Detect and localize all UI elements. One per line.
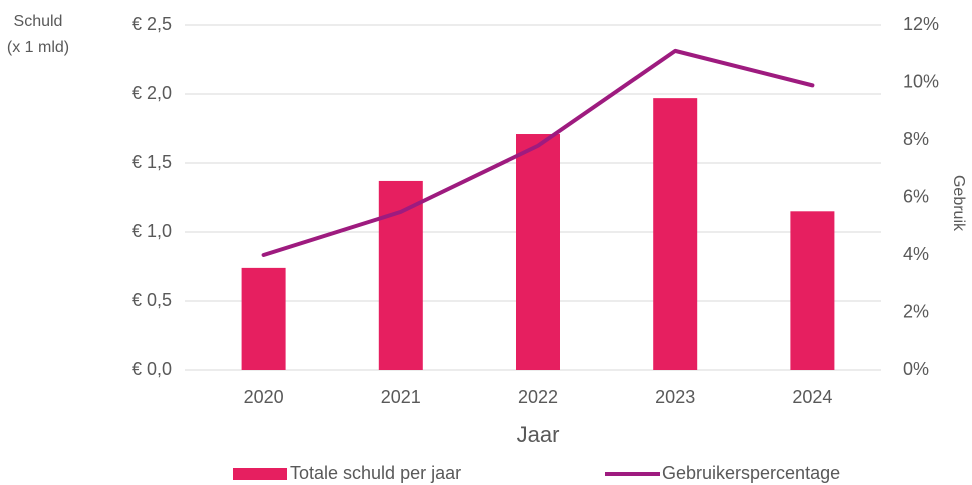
y-axis-title: (x 1 mld) — [7, 39, 69, 56]
y2-tick-label: 4% — [903, 244, 929, 264]
x-tick-label: 2024 — [792, 387, 832, 407]
y2-tick-label: 0% — [903, 359, 929, 379]
y-tick-label: € 2,0 — [132, 83, 172, 103]
line — [261, 48, 815, 257]
x-tick-label: 2021 — [381, 387, 421, 407]
x-axis-title: Jaar — [517, 422, 560, 447]
y-tick-label: € 1,5 — [132, 152, 172, 172]
x-tick-label: 2022 — [518, 387, 558, 407]
bar — [790, 211, 835, 370]
x-tick-label: 2020 — [244, 387, 284, 407]
y-tick-label: € 0,0 — [132, 359, 172, 379]
y-tick-label: € 1,0 — [132, 221, 172, 241]
legend-label: Totale schuld per jaar — [290, 463, 461, 483]
y2-tick-label: 8% — [903, 129, 929, 149]
bar — [516, 134, 560, 370]
bar — [653, 98, 698, 370]
bar — [241, 267, 286, 370]
bar — [378, 180, 423, 370]
y-axis-title: Schuld — [14, 13, 63, 30]
x-tick-label: 2023 — [655, 387, 695, 407]
y-tick-label: € 0,5 — [132, 290, 172, 310]
legend-swatch — [233, 468, 287, 480]
y2-tick-label: 2% — [903, 301, 929, 321]
y2-tick-label: 6% — [903, 186, 929, 206]
y2-tick-label: 12% — [903, 14, 939, 34]
y2-axis-title: Gebruik — [950, 175, 967, 232]
y2-tick-label: 10% — [903, 71, 939, 91]
y-tick-label: € 2,5 — [132, 14, 172, 34]
legend-label: Gebruikerspercentage — [662, 463, 840, 483]
